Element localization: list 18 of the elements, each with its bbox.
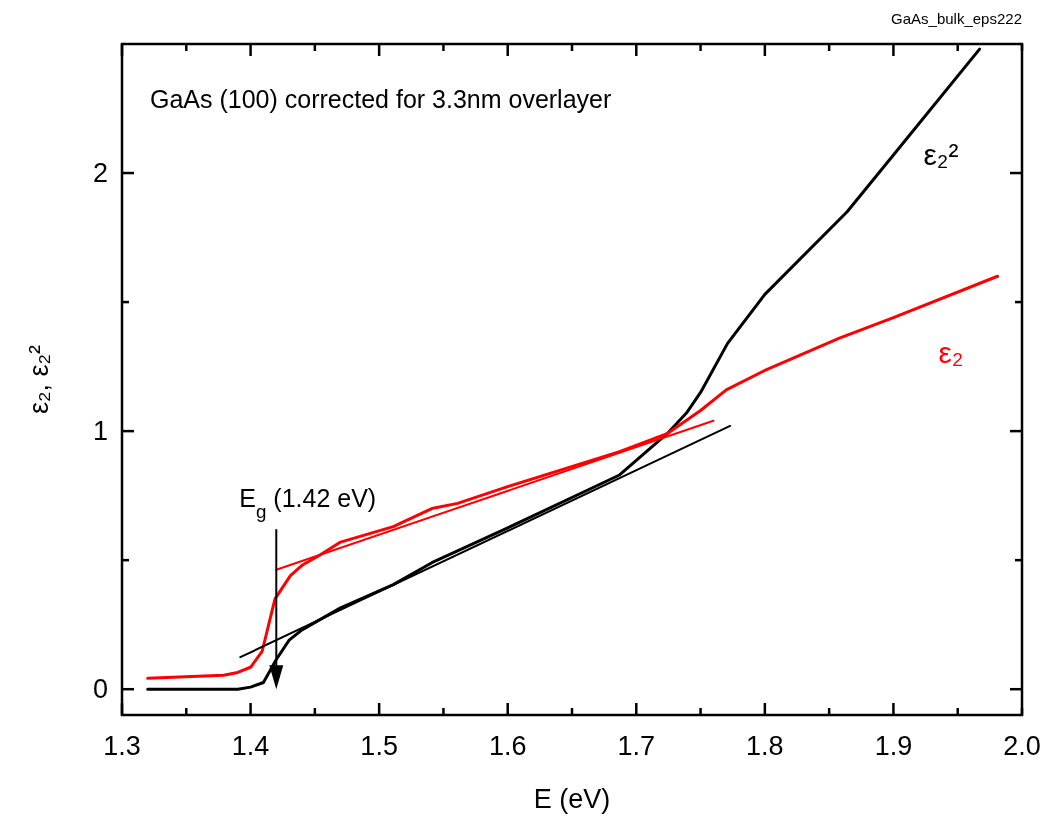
y-axis-title: ε₂, ε₂²: [24, 344, 54, 415]
x-tick-label: 1.4: [231, 731, 270, 761]
annotation: GaAs (100) corrected for 3.3nm overlayer: [150, 85, 612, 113]
x-tick-label: 1.3: [103, 731, 141, 761]
x-axis-title: E (eV): [533, 784, 611, 814]
y-tick-label: 1: [92, 416, 108, 447]
x-tick-label: 2.0: [1003, 731, 1041, 761]
x-tick-label: 1.9: [874, 731, 913, 761]
x-tick-label: 1.6: [488, 731, 527, 761]
text: GaAs_bulk_eps222: [891, 10, 1022, 27]
ref-line-label: E$_{g}$ (1.42 eV): [239, 484, 377, 522]
legend-label: ε₂²: [923, 137, 959, 171]
x-tick-label: 1.7: [617, 731, 656, 761]
y-tick-label: 0: [92, 674, 108, 705]
y-tick-label: 2: [92, 158, 108, 189]
series-label: ε₂: [938, 335, 964, 369]
x-tick-label: 1.8: [746, 731, 784, 761]
x-tick-label: 1.5: [360, 731, 398, 761]
